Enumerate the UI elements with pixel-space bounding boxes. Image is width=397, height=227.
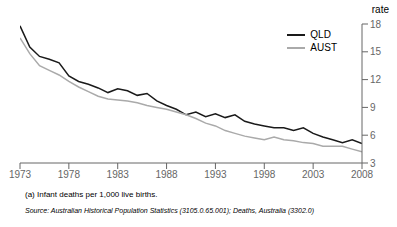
html-text:QLD: QLD xyxy=(310,29,331,40)
svg-text:2003: 2003 xyxy=(302,169,325,180)
html-text:rate: rate xyxy=(371,4,389,15)
svg-text:1988: 1988 xyxy=(155,169,178,180)
svg-text:9: 9 xyxy=(370,102,376,113)
html-text:Source: Australian Historical: Source: Australian Historical Population… xyxy=(25,207,314,214)
svg-text:2008: 2008 xyxy=(351,169,374,180)
svg-text:15: 15 xyxy=(370,46,382,57)
html-text:(a) Infant deaths per 1,000 li: (a) Infant deaths per 1,000 live births. xyxy=(25,190,158,199)
svg-text:1983: 1983 xyxy=(107,169,130,180)
svg-text:6: 6 xyxy=(370,130,376,141)
html-text:AUST: AUST xyxy=(310,42,337,53)
svg-text:1998: 1998 xyxy=(253,169,276,180)
svg-text:1993: 1993 xyxy=(204,169,227,180)
svg-text:12: 12 xyxy=(370,74,382,85)
svg-text:1978: 1978 xyxy=(58,169,81,180)
svg-text:3: 3 xyxy=(370,158,376,169)
svg-text:18: 18 xyxy=(370,19,382,30)
svg-text:1973: 1973 xyxy=(9,169,32,180)
